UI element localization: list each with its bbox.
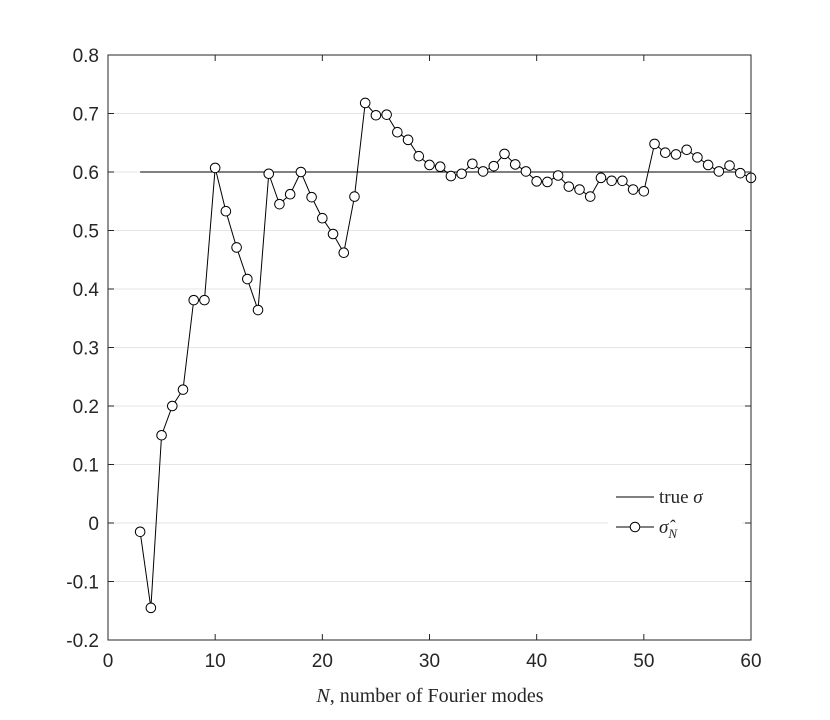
data-point	[563, 181, 575, 192]
x-tick-label: 50	[633, 651, 654, 672]
data-point	[434, 161, 446, 173]
data-point	[220, 205, 232, 217]
x-axis-label-var: N	[315, 685, 331, 707]
data-point	[584, 191, 596, 202]
y-tick-label: 0.7	[73, 105, 99, 126]
x-tick-label: 60	[740, 651, 761, 672]
legend-label-true-sigma: true σ	[659, 487, 703, 508]
legend: true σ σ̂N	[608, 480, 742, 548]
data-point	[617, 175, 628, 187]
data-point	[520, 166, 532, 177]
data-point	[509, 159, 521, 170]
data-point	[370, 109, 382, 121]
data-point	[167, 400, 178, 412]
data-point	[402, 134, 414, 146]
legend-true-text: true	[659, 487, 693, 508]
data-point	[284, 188, 296, 200]
legend-box	[608, 480, 742, 548]
y-tick-label: 0.1	[73, 456, 99, 477]
data-point	[392, 126, 403, 138]
data-point	[670, 149, 682, 160]
data-point	[274, 198, 285, 210]
data-point	[231, 242, 242, 253]
data-point	[702, 159, 714, 171]
y-tick-label: -0.1	[66, 573, 99, 594]
legend-sigma-hat-subscript: N	[667, 526, 678, 541]
legend-marker-sigma-hat	[629, 521, 641, 533]
data-point	[338, 247, 350, 259]
data-point	[542, 176, 553, 188]
data-point	[649, 138, 660, 150]
data-point	[424, 159, 435, 171]
x-tick-label: 0	[103, 651, 114, 672]
data-point	[188, 294, 200, 306]
data-point	[209, 162, 221, 174]
data-point	[692, 152, 703, 163]
data-point	[263, 168, 275, 180]
x-tick-label: 20	[312, 651, 333, 672]
data-point	[252, 304, 264, 316]
data-point	[359, 97, 371, 109]
legend-true-symbol: σ	[693, 487, 703, 508]
data-point	[327, 228, 339, 240]
y-tick-label: -0.2	[66, 631, 99, 652]
data-point	[445, 170, 457, 182]
series-line-sigma-hat	[139, 101, 752, 608]
data-point	[177, 384, 189, 395]
data-point	[145, 602, 157, 614]
x-tick-label: 40	[526, 651, 547, 672]
data-point	[681, 144, 693, 156]
series-layer	[134, 97, 757, 614]
data-point	[467, 158, 478, 170]
y-tick-label: 0.2	[73, 397, 99, 418]
x-axis-label: N, number of Fourier modes	[315, 685, 543, 707]
y-tick-label: 0	[88, 514, 99, 535]
y-tick-label: 0.8	[73, 46, 99, 67]
y-tick-label: 0.5	[73, 222, 99, 243]
x-axis-label-text: , number of Fourier modes	[330, 685, 544, 707]
y-tick-label: 0.4	[73, 280, 100, 301]
data-point	[349, 191, 360, 202]
data-point	[595, 172, 607, 184]
data-point	[306, 191, 317, 203]
data-point	[734, 167, 746, 179]
data-point	[317, 212, 328, 224]
tick-layer: -0.2 -0.1 0 0.1 0.2 0.3 0.4 0.5 0.6 0.7 0.8 0 10 20 30…	[66, 46, 761, 672]
x-tick-label: 10	[205, 651, 226, 672]
data-point	[552, 170, 564, 181]
data-point	[456, 168, 467, 180]
data-point	[713, 166, 725, 177]
data-point	[488, 160, 500, 172]
data-point	[627, 184, 639, 195]
x-tick-label: 30	[419, 651, 440, 672]
data-point	[499, 148, 510, 160]
data-point	[724, 160, 735, 171]
data-point	[134, 526, 146, 538]
y-tick-label: 0.6	[73, 163, 99, 184]
data-point	[531, 176, 542, 187]
data-point	[199, 294, 210, 306]
data-point	[156, 429, 167, 441]
data-point	[606, 175, 617, 187]
data-point	[295, 166, 307, 178]
data-point	[381, 109, 392, 120]
data-point	[242, 273, 253, 285]
y-tick-label: 0.3	[73, 339, 99, 360]
data-point	[413, 150, 425, 162]
data-point	[574, 184, 585, 195]
data-point	[638, 186, 650, 197]
data-point	[477, 166, 489, 177]
data-point	[659, 147, 671, 158]
